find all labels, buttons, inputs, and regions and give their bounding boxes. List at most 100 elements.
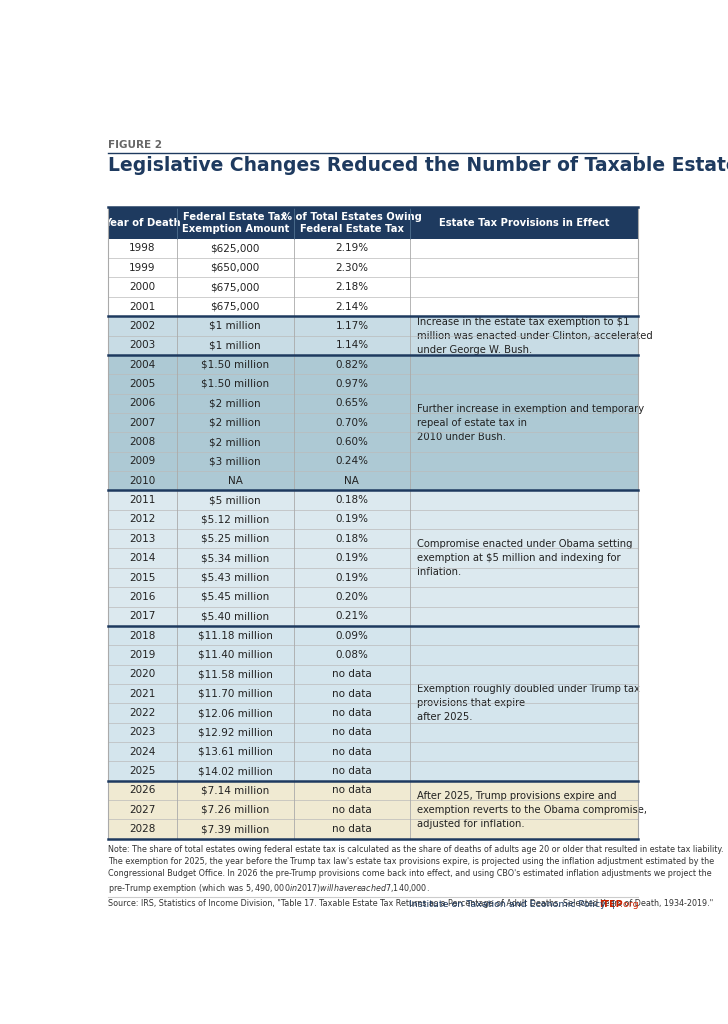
Text: $1.50 million: $1.50 million bbox=[201, 379, 269, 389]
Text: 0.19%: 0.19% bbox=[336, 514, 368, 524]
Bar bbox=[108, 742, 410, 762]
Bar bbox=[108, 336, 410, 355]
Text: no data: no data bbox=[332, 766, 372, 776]
Text: no data: no data bbox=[332, 746, 372, 757]
Text: 2001: 2001 bbox=[130, 301, 156, 311]
Bar bbox=[410, 355, 638, 490]
Text: 2026: 2026 bbox=[129, 785, 156, 796]
Text: $11.70 million: $11.70 million bbox=[198, 689, 272, 698]
Text: $5.25 million: $5.25 million bbox=[201, 534, 269, 544]
Bar bbox=[410, 780, 638, 839]
Text: 2009: 2009 bbox=[130, 457, 156, 466]
Bar bbox=[108, 762, 410, 780]
Text: 2015: 2015 bbox=[129, 572, 156, 583]
Text: Legislative Changes Reduced the Number of Taxable Estates Over Time: Legislative Changes Reduced the Number o… bbox=[108, 156, 728, 175]
Text: 2023: 2023 bbox=[129, 727, 156, 737]
Bar bbox=[108, 375, 410, 393]
Text: 2004: 2004 bbox=[130, 359, 156, 370]
Text: $5.12 million: $5.12 million bbox=[201, 514, 269, 524]
Text: Estate Tax Provisions in Effect: Estate Tax Provisions in Effect bbox=[439, 218, 609, 228]
Bar bbox=[108, 207, 638, 239]
Text: 2012: 2012 bbox=[129, 514, 156, 524]
Bar bbox=[410, 239, 638, 316]
Text: $2 million: $2 million bbox=[210, 398, 261, 409]
Bar bbox=[108, 316, 410, 336]
Bar bbox=[108, 297, 410, 316]
Bar bbox=[108, 665, 410, 684]
Text: 2017: 2017 bbox=[129, 611, 156, 622]
Text: $7.14 million: $7.14 million bbox=[201, 785, 269, 796]
Text: Further increase in exemption and temporary
repeal of estate tax in
2010 under B: Further increase in exemption and tempor… bbox=[417, 403, 644, 441]
Bar bbox=[410, 316, 638, 355]
Text: $13.61 million: $13.61 million bbox=[198, 746, 273, 757]
Text: NA: NA bbox=[228, 476, 242, 485]
Text: $2 million: $2 million bbox=[210, 418, 261, 428]
Text: no data: no data bbox=[332, 689, 372, 698]
Text: 0.18%: 0.18% bbox=[336, 534, 368, 544]
Text: $675,000: $675,000 bbox=[210, 283, 260, 292]
Text: $3 million: $3 million bbox=[210, 457, 261, 466]
Text: 2007: 2007 bbox=[130, 418, 156, 428]
Text: .org: .org bbox=[620, 900, 638, 909]
Bar bbox=[108, 239, 410, 258]
Text: $5.34 million: $5.34 million bbox=[201, 553, 269, 563]
Text: 0.20%: 0.20% bbox=[336, 592, 368, 602]
Text: $625,000: $625,000 bbox=[210, 244, 260, 254]
Text: 2011: 2011 bbox=[129, 495, 156, 505]
Bar bbox=[108, 393, 410, 413]
Text: 2002: 2002 bbox=[130, 321, 156, 331]
Text: 2018: 2018 bbox=[129, 631, 156, 641]
Bar bbox=[108, 510, 410, 529]
Text: 1998: 1998 bbox=[129, 244, 156, 254]
Text: 2021: 2021 bbox=[129, 689, 156, 698]
Text: no data: no data bbox=[332, 708, 372, 718]
Text: 0.82%: 0.82% bbox=[336, 359, 368, 370]
Text: 1.17%: 1.17% bbox=[336, 321, 368, 331]
Text: no data: no data bbox=[332, 670, 372, 679]
Text: 0.18%: 0.18% bbox=[336, 495, 368, 505]
Text: 2010: 2010 bbox=[130, 476, 156, 485]
Text: 2003: 2003 bbox=[130, 340, 156, 350]
Text: $11.18 million: $11.18 million bbox=[198, 631, 273, 641]
Text: $7.26 million: $7.26 million bbox=[201, 805, 269, 815]
Text: 2013: 2013 bbox=[129, 534, 156, 544]
Bar bbox=[108, 413, 410, 432]
Text: Institute on Taxation and Economic Policy  |: Institute on Taxation and Economic Polic… bbox=[409, 900, 621, 909]
Bar bbox=[108, 645, 410, 665]
Bar bbox=[108, 606, 410, 626]
Bar bbox=[410, 490, 638, 626]
Bar bbox=[108, 684, 410, 703]
Bar bbox=[108, 703, 410, 723]
Bar bbox=[108, 529, 410, 549]
Text: 2019: 2019 bbox=[129, 650, 156, 659]
Text: 2000: 2000 bbox=[130, 283, 156, 292]
Text: 0.70%: 0.70% bbox=[336, 418, 368, 428]
Text: $650,000: $650,000 bbox=[210, 263, 260, 272]
Text: 2027: 2027 bbox=[129, 805, 156, 815]
Bar bbox=[108, 278, 410, 297]
Bar bbox=[410, 626, 638, 780]
Text: 2014: 2014 bbox=[129, 553, 156, 563]
Text: 0.24%: 0.24% bbox=[336, 457, 368, 466]
Bar bbox=[108, 549, 410, 568]
Bar bbox=[108, 490, 410, 510]
Text: After 2025, Trump provisions expire and
exemption reverts to the Obama compromis: After 2025, Trump provisions expire and … bbox=[417, 791, 647, 828]
Text: Increase in the estate tax exemption to $1
million was enacted under Clinton, ac: Increase in the estate tax exemption to … bbox=[417, 316, 653, 354]
Text: $5 million: $5 million bbox=[210, 495, 261, 505]
Text: $11.58 million: $11.58 million bbox=[198, 670, 273, 679]
Bar bbox=[108, 432, 410, 452]
Text: Exemption roughly doubled under Trump tax
provisions that expire
after 2025.: Exemption roughly doubled under Trump ta… bbox=[417, 684, 640, 722]
Text: no data: no data bbox=[332, 785, 372, 796]
Text: 2006: 2006 bbox=[130, 398, 156, 409]
Text: 0.21%: 0.21% bbox=[336, 611, 368, 622]
Text: 2022: 2022 bbox=[129, 708, 156, 718]
Text: NA: NA bbox=[344, 476, 360, 485]
Bar bbox=[108, 587, 410, 606]
Text: 0.60%: 0.60% bbox=[336, 437, 368, 447]
Text: Federal Estate Tax
Exemption Amount: Federal Estate Tax Exemption Amount bbox=[181, 212, 289, 233]
Text: $2 million: $2 million bbox=[210, 437, 261, 447]
Text: 2.14%: 2.14% bbox=[336, 301, 368, 311]
Bar bbox=[108, 258, 410, 278]
Text: $7.39 million: $7.39 million bbox=[201, 824, 269, 835]
Text: Note: The share of total estates owing federal estate tax is calculated as the s: Note: The share of total estates owing f… bbox=[108, 845, 724, 907]
